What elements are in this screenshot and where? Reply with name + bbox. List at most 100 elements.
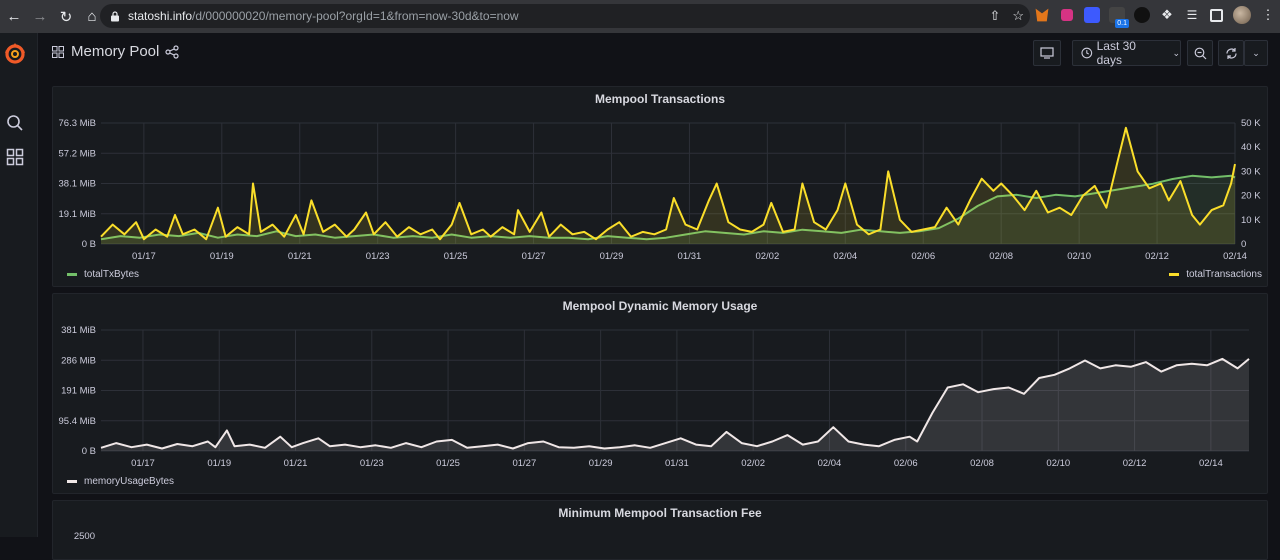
panel-mempool-transactions[interactable]: Mempool Transactions 76.3 MiB 57.2 MiB 38.… bbox=[52, 86, 1268, 287]
y-right-tick-label: 50 K bbox=[1241, 118, 1261, 129]
x-tick-label: 02/08 bbox=[989, 251, 1013, 262]
grafana-logo-icon[interactable] bbox=[3, 41, 27, 65]
legend-swatch bbox=[67, 273, 77, 276]
browser-toolbar: ← → ↻ ⌂ statoshi.info/d/000000020/memory… bbox=[0, 0, 1280, 33]
series-totalTransactions-line bbox=[100, 126, 1236, 241]
legend-item-memoryUsageBytes[interactable]: memoryUsageBytes bbox=[67, 476, 174, 487]
y-tick-label: 95.4 MiB bbox=[59, 416, 97, 427]
url-host: statoshi.info bbox=[128, 9, 193, 23]
x-tick-label: 01/29 bbox=[589, 458, 613, 469]
y-tick-label: 0 B bbox=[82, 446, 96, 457]
chevron-down-icon: ⌄ bbox=[1252, 47, 1260, 58]
forward-icon[interactable]: → bbox=[32, 8, 48, 25]
profile-avatar[interactable] bbox=[1233, 6, 1251, 24]
y-right-tick-label: 10 K bbox=[1241, 215, 1261, 226]
search-icon[interactable] bbox=[6, 114, 24, 132]
chevron-down-icon: ⌄ bbox=[1172, 47, 1180, 58]
y-tick-label: 76.3 MiB bbox=[59, 118, 97, 129]
extension-blue-icon[interactable] bbox=[1084, 7, 1100, 23]
panel-title[interactable]: Minimum Mempool Transaction Fee bbox=[558, 506, 762, 520]
legend-label: totalTxBytes bbox=[84, 269, 140, 280]
time-range-label: Last 30 days bbox=[1096, 39, 1136, 67]
extension-badge: 0.1 bbox=[1115, 19, 1129, 28]
y-tick-label: 286 MiB bbox=[61, 355, 96, 366]
side-menu bbox=[0, 33, 38, 537]
extension-slash-icon[interactable] bbox=[1134, 7, 1150, 23]
panel-dynamic-memory-usage[interactable]: Mempool Dynamic Memory Usage 381 MiB 286 … bbox=[52, 293, 1268, 494]
back-icon[interactable]: ← bbox=[6, 8, 22, 25]
panel-title[interactable]: Mempool Transactions bbox=[594, 92, 726, 106]
url-path: /d/000000020/memory-pool?orgId=1&from=no… bbox=[192, 9, 519, 23]
x-tick-label: 01/19 bbox=[207, 458, 231, 469]
x-tick-label: 01/31 bbox=[665, 458, 689, 469]
mempool-transactions-chart[interactable]: 76.3 MiB 57.2 MiB 38.1 MiB 19.1 MiB 0 B 50 K 4… bbox=[53, 87, 1269, 288]
panel-title[interactable]: Mempool Dynamic Memory Usage bbox=[562, 299, 758, 313]
reading-list-icon[interactable]: ☰ bbox=[1186, 8, 1198, 22]
legend-item-totalTransactions[interactable]: totalTransactions bbox=[1169, 269, 1262, 280]
y-tick-label: 57.2 MiB bbox=[59, 148, 97, 159]
x-tick-label: 01/29 bbox=[600, 251, 624, 262]
x-tick-label: 01/31 bbox=[678, 251, 702, 262]
x-tick-label: 01/27 bbox=[512, 458, 536, 469]
monitor-icon bbox=[1040, 47, 1054, 59]
zoom-out-button[interactable] bbox=[1187, 40, 1213, 66]
legend-item-totalTxBytes[interactable]: totalTxBytes bbox=[67, 269, 139, 280]
x-tick-label: 02/02 bbox=[755, 251, 779, 262]
share-icon[interactable] bbox=[165, 45, 179, 59]
legend-swatch bbox=[67, 480, 77, 483]
x-tick-label: 01/17 bbox=[132, 251, 156, 262]
zoom-out-icon bbox=[1194, 47, 1206, 59]
x-tick-label: 02/04 bbox=[833, 251, 857, 262]
legend-label: totalTransactions bbox=[1186, 269, 1262, 280]
series-memoryUsageBytes-line bbox=[100, 357, 1250, 450]
url-text: statoshi.info/d/000000020/memory-pool?or… bbox=[128, 9, 519, 23]
tv-mode-button[interactable] bbox=[1033, 40, 1061, 66]
x-tick-label: 02/12 bbox=[1145, 251, 1169, 262]
puzzle-icon[interactable]: ❖ bbox=[1161, 7, 1173, 22]
extension-pink-icon[interactable] bbox=[1061, 9, 1073, 21]
x-tick-label: 02/06 bbox=[894, 458, 918, 469]
dashboard-title[interactable]: Memory Pool bbox=[71, 43, 160, 60]
x-tick-label: 01/23 bbox=[360, 458, 384, 469]
x-tick-label: 02/04 bbox=[818, 458, 842, 469]
x-tick-label: 02/10 bbox=[1046, 458, 1070, 469]
chrome-menu-icon[interactable]: ⋮ bbox=[1261, 7, 1275, 22]
clock-icon bbox=[1081, 47, 1093, 59]
x-tick-label: 02/12 bbox=[1123, 458, 1147, 469]
share-page-icon[interactable]: ⇧ bbox=[989, 8, 1001, 23]
legend-swatch bbox=[1169, 273, 1180, 276]
dynamic-memory-chart[interactable]: 381 MiB 286 MiB 191 MiB 95.4 MiB 0 B 01/17 01/… bbox=[53, 294, 1269, 495]
min-fee-chart[interactable]: 2500 bbox=[53, 501, 1269, 541]
x-tick-label: 01/21 bbox=[284, 458, 308, 469]
y-tick-label: 381 MiB bbox=[61, 325, 96, 336]
y-right-tick-label: 20 K bbox=[1241, 191, 1261, 202]
extension-badge-icon[interactable]: 0.1 bbox=[1109, 7, 1129, 28]
time-picker-button[interactable]: Last 30 days ⌄ bbox=[1072, 39, 1181, 67]
x-tick-label: 02/08 bbox=[970, 458, 994, 469]
x-tick-label: 01/25 bbox=[436, 458, 460, 469]
x-tick-label: 01/25 bbox=[444, 251, 468, 262]
y-right-tick-label: 30 K bbox=[1241, 166, 1261, 177]
y-tick-label: 38.1 MiB bbox=[59, 179, 97, 190]
reload-icon[interactable]: ↻ bbox=[59, 8, 73, 26]
refresh-button[interactable] bbox=[1218, 40, 1244, 66]
series-memoryUsageBytes-area bbox=[101, 358, 1249, 451]
x-tick-label: 02/06 bbox=[911, 251, 935, 262]
address-bar[interactable]: statoshi.info/d/000000020/memory-pool?or… bbox=[100, 4, 1030, 28]
x-tick-label: 01/27 bbox=[522, 251, 546, 262]
x-tick-label: 02/02 bbox=[741, 458, 765, 469]
dashboard-grid-icon bbox=[52, 46, 64, 58]
panel-min-tx-fee[interactable]: Minimum Mempool Transaction Fee 2500 bbox=[52, 500, 1268, 560]
y-tick-label: 19.1 MiB bbox=[59, 209, 97, 220]
home-icon[interactable]: ⌂ bbox=[87, 8, 97, 25]
lock-icon bbox=[111, 10, 119, 21]
metamask-extension-icon[interactable] bbox=[1035, 8, 1049, 22]
y-tick-label: 0 B bbox=[82, 239, 96, 250]
bookmark-star-icon[interactable]: ☆ bbox=[1012, 8, 1024, 23]
dashboard-navbar: Memory Pool Last 30 days ⌄ ⌄ bbox=[38, 33, 1280, 81]
refresh-interval-button[interactable]: ⌄ bbox=[1244, 40, 1268, 66]
side-panel-icon[interactable] bbox=[1210, 8, 1223, 22]
y-tick-label: 191 MiB bbox=[61, 386, 96, 397]
x-tick-label: 02/10 bbox=[1067, 251, 1091, 262]
dashboards-grid-icon[interactable] bbox=[6, 148, 24, 166]
